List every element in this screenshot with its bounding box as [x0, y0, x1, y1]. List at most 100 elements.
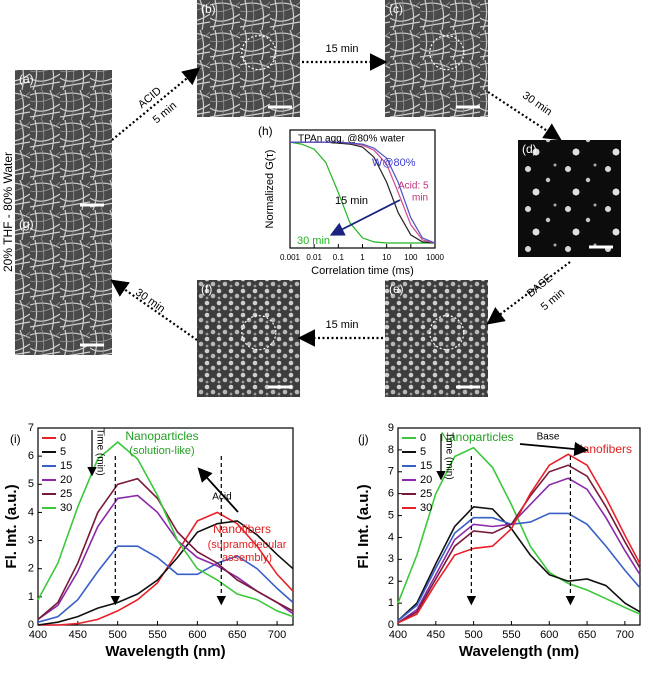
x-tick-label: 450 [69, 629, 87, 641]
arrow-label: 15 min [325, 319, 358, 331]
panel-label: (j) [358, 432, 369, 446]
y-tick-label: 9 [388, 422, 394, 434]
data-line [290, 141, 436, 244]
y-tick-label: 4 [388, 531, 394, 543]
panel-label: (g) [19, 217, 34, 231]
panel-label: (b) [201, 2, 216, 16]
annotation: Nanofibers [213, 522, 271, 536]
legend-label: 20 [60, 474, 72, 486]
sem-image [518, 140, 621, 257]
process-arrow [486, 261, 571, 325]
y-tick-label: 7 [388, 466, 394, 478]
legend-label: 25 [420, 488, 432, 500]
panel-label: (h) [258, 124, 273, 138]
plot-frame [37, 427, 294, 626]
legend-label: 0 [60, 432, 66, 444]
data-line [37, 520, 294, 626]
data-line [38, 511, 294, 626]
x-tick-label: 400 [389, 629, 407, 641]
data-line [37, 477, 294, 621]
data-line [37, 441, 294, 618]
data-line [397, 505, 641, 622]
arrow-label: 30 min [520, 90, 554, 119]
data-line [289, 141, 435, 244]
annotation-arrow [197, 467, 239, 513]
data-line [397, 453, 641, 624]
y-tick-label: 6 [28, 450, 34, 462]
data-line [397, 512, 641, 622]
panel-label: (e) [389, 282, 404, 296]
x-tick-label: 650 [578, 629, 596, 641]
sem-image [385, 0, 488, 117]
x-tick-label: 700 [268, 629, 286, 641]
x-tick-label: 650 [228, 629, 246, 641]
data-line [397, 446, 641, 615]
legend-label: 25 [60, 488, 72, 500]
arrow-label: ACID [136, 85, 164, 111]
data-line [397, 477, 641, 624]
annotation: Acid: 5 [398, 181, 429, 192]
annotation: Base [537, 432, 560, 443]
x-axis-label: Wavelength (nm) [105, 643, 225, 660]
arrow-label: 15 min [325, 43, 358, 55]
legend-label: 30 [60, 502, 72, 514]
panel-label: (c) [389, 2, 403, 16]
y-tick-label: 3 [388, 553, 394, 565]
annotation: W@80% [372, 157, 416, 169]
annotation: (solution-like) [129, 445, 194, 457]
x-tick-label: 0.01 [306, 253, 322, 262]
sem-image [15, 70, 112, 215]
legend-label: 30 [420, 502, 432, 514]
legend-title: Time (min) [94, 428, 105, 475]
plot-frame [397, 427, 641, 626]
x-tick-label: 500 [464, 629, 482, 641]
annotation: Nanoparticles [125, 429, 198, 443]
annotation: 30 min [297, 235, 330, 247]
x-axis-label: Wavelength (nm) [459, 643, 579, 660]
panel-label: (i) [10, 432, 21, 446]
y-axis-label: Fl. Int. (a.u.) [3, 484, 20, 568]
panel-label: (f) [201, 282, 212, 296]
annotation-arrow [329, 199, 401, 236]
y-tick-label: 5 [28, 478, 34, 490]
legend-label: 5 [420, 446, 426, 458]
x-tick-label: 1 [360, 253, 365, 262]
y-tick-label: 5 [388, 509, 394, 521]
legend-label: 0 [420, 432, 426, 444]
panel-label: (a) [19, 72, 34, 86]
y-tick-label: 6 [388, 488, 394, 500]
y-tick-label: 2 [28, 563, 34, 575]
legend-title: Time (min) [443, 432, 454, 479]
highlight-circle [429, 35, 465, 71]
highlight-circle [429, 315, 465, 351]
annotation: Nanoparticles [440, 430, 513, 444]
annotation-arrow [519, 441, 589, 457]
x-tick-label: 1000 [426, 253, 444, 262]
x-tick-label: 0.001 [280, 253, 301, 262]
process-arrow [111, 67, 201, 141]
x-tick-label: 10 [382, 253, 391, 262]
sem-image [197, 0, 300, 117]
y-tick-label: 1 [28, 591, 34, 603]
y-tick-label: 7 [28, 422, 34, 434]
legend-label: 20 [420, 474, 432, 486]
y-tick-label: 0 [388, 619, 394, 631]
y-tick-label: 8 [388, 444, 394, 456]
annotation: Acid [212, 492, 231, 503]
legend-label: 5 [60, 446, 66, 458]
process-arrow [110, 279, 198, 341]
highlight-circle [241, 315, 277, 351]
annotation: TPAn agg. @80% water [298, 134, 405, 145]
legend-label: 15 [420, 460, 432, 472]
arrow-label: 30 min [133, 287, 167, 316]
sem-image [197, 280, 300, 397]
highlight-circle [241, 35, 277, 71]
panel-label: (d) [522, 142, 537, 156]
y-tick-label: 1 [388, 597, 394, 609]
process-arrow [487, 91, 562, 141]
y-tick-label: 3 [28, 534, 34, 546]
x-tick-label: 700 [616, 629, 634, 641]
annotation: assembly) [222, 552, 272, 564]
x-tick-label: 550 [502, 629, 520, 641]
